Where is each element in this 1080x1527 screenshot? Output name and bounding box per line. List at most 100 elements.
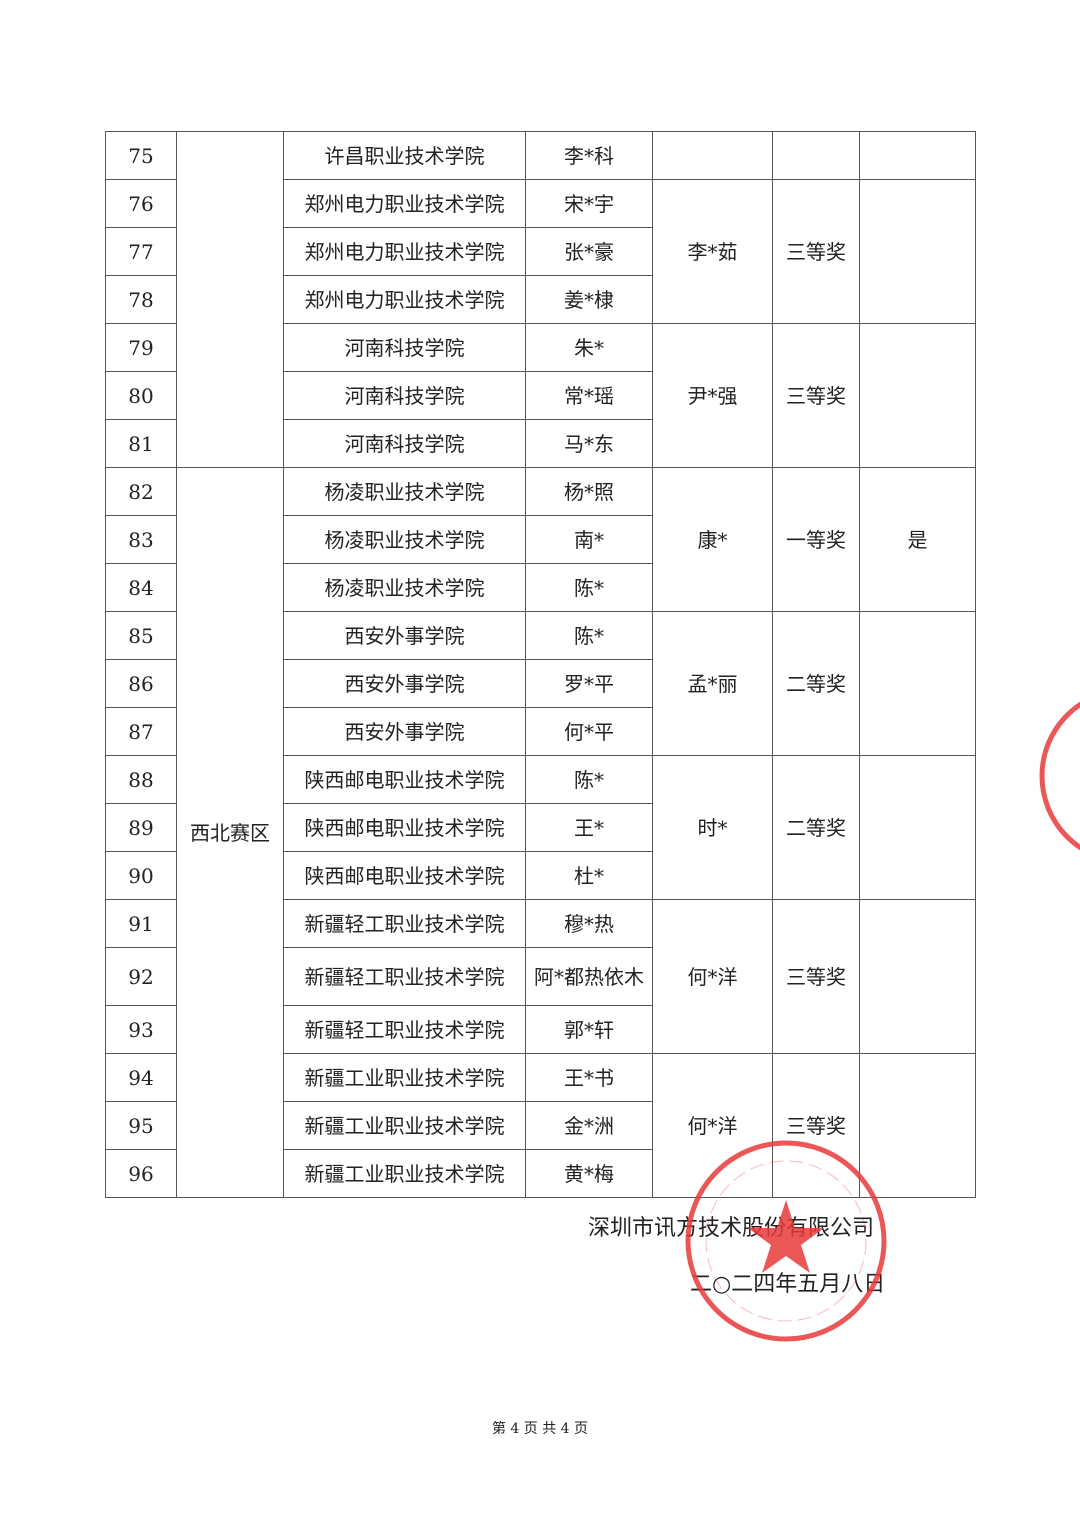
student-cell: 阿*都热依木 <box>525 947 653 1006</box>
school-cell: 河南科技学院 <box>283 371 526 420</box>
school-cell: 西安外事学院 <box>283 659 526 708</box>
award-cell: 三等奖 <box>772 323 860 468</box>
row-number: 86 <box>105 659 177 708</box>
row-number: 79 <box>105 323 177 372</box>
teacher-cell: 何*洋 <box>652 899 773 1054</box>
student-cell: 穆*热 <box>525 899 653 948</box>
extra-cell <box>859 1053 976 1198</box>
row-number: 88 <box>105 755 177 804</box>
row-number: 83 <box>105 515 177 564</box>
row-number: 95 <box>105 1101 177 1150</box>
extra-cell <box>859 899 976 1054</box>
teacher-cell: 孟*丽 <box>652 611 773 756</box>
extra-cell <box>859 611 976 756</box>
student-cell: 何*平 <box>525 707 653 756</box>
row-number: 93 <box>105 1005 177 1054</box>
student-cell: 黄*梅 <box>525 1149 653 1198</box>
school-cell: 陕西邮电职业技术学院 <box>283 755 526 804</box>
school-cell: 杨凌职业技术学院 <box>283 563 526 612</box>
table-row: 75 许昌职业技术学院 李*科 <box>105 131 976 468</box>
teacher-cell: 何*洋 <box>652 1053 773 1198</box>
school-cell: 陕西邮电职业技术学院 <box>283 803 526 852</box>
student-cell: 陈* <box>525 611 653 660</box>
school-cell: 西安外事学院 <box>283 707 526 756</box>
student-cell: 常*瑶 <box>525 371 653 420</box>
row-number: 89 <box>105 803 177 852</box>
row-number: 85 <box>105 611 177 660</box>
awards-table: 75 许昌职业技术学院 李*科 76 郑州电力职业技术学院 宋*宇 李*茹 三等奖 77 郑州电力… <box>105 131 976 1198</box>
award-cell: 二等奖 <box>772 611 860 756</box>
table-row: 89 陕西邮电职业技术学院 王* <box>105 803 976 852</box>
table-row: 84 杨凌职业技术学院 陈* <box>105 563 976 612</box>
award-cell: 三等奖 <box>772 1053 860 1198</box>
award-cell <box>772 131 860 180</box>
row-number: 80 <box>105 371 177 420</box>
table-row: 86 西安外事学院 罗*平 <box>105 659 976 708</box>
school-cell: 新疆工业职业技术学院 <box>283 1053 526 1102</box>
school-cell: 郑州电力职业技术学院 <box>283 179 526 228</box>
table-row: 92 新疆轻工职业技术学院 阿*都热依木 <box>105 947 976 1006</box>
table-row: 87 西安外事学院 何*平 <box>105 707 976 756</box>
company-name: 深圳市讯方技术股份有限公司 <box>588 1216 875 1241</box>
school-cell: 西安外事学院 <box>283 611 526 660</box>
teacher-cell: 时* <box>652 755 773 900</box>
award-cell: 三等奖 <box>772 899 860 1054</box>
signature-date: 二○二四年五月八日 <box>690 1272 886 1297</box>
school-cell: 新疆工业职业技术学院 <box>283 1101 526 1150</box>
student-cell: 李*科 <box>525 131 653 180</box>
student-cell: 张*豪 <box>525 227 653 276</box>
table-row: 94 新疆工业职业技术学院 王*书 何*洋 三等奖 <box>105 1053 976 1198</box>
extra-cell <box>859 179 976 324</box>
partial-seal <box>1039 701 1080 851</box>
student-cell: 杨*照 <box>525 467 653 516</box>
table-row: 88 陕西邮电职业技术学院 陈* 时* 二等奖 <box>105 755 976 900</box>
student-cell: 马*东 <box>525 419 653 468</box>
student-cell: 金*洲 <box>525 1101 653 1150</box>
school-cell: 河南科技学院 <box>283 323 526 372</box>
teacher-cell: 李*茹 <box>652 179 773 324</box>
award-cell: 一等奖 <box>772 467 860 612</box>
school-cell: 许昌职业技术学院 <box>283 131 526 180</box>
table-row: 81 河南科技学院 马*东 <box>105 419 976 468</box>
teacher-cell <box>652 131 773 180</box>
student-cell: 王*书 <box>525 1053 653 1102</box>
extra-cell: 是 <box>859 467 976 612</box>
extra-cell <box>859 323 976 468</box>
student-cell: 朱* <box>525 323 653 372</box>
school-cell: 陕西邮电职业技术学院 <box>283 851 526 900</box>
page-footer: 第 4 页 共 4 页 <box>491 1421 589 1437</box>
student-cell: 陈* <box>525 563 653 612</box>
table-row: 77 郑州电力职业技术学院 张*豪 <box>105 227 976 276</box>
student-cell: 杜* <box>525 851 653 900</box>
student-cell: 姜*棣 <box>525 275 653 324</box>
student-cell: 宋*宇 <box>525 179 653 228</box>
award-cell: 三等奖 <box>772 179 860 324</box>
school-cell: 杨凌职业技术学院 <box>283 515 526 564</box>
table-row: 90 陕西邮电职业技术学院 杜* <box>105 851 976 900</box>
student-cell: 郭*轩 <box>525 1005 653 1054</box>
row-number: 76 <box>105 179 177 228</box>
row-number: 84 <box>105 563 177 612</box>
school-cell: 新疆轻工职业技术学院 <box>283 899 526 948</box>
table-row: 95 新疆工业职业技术学院 金*洲 <box>105 1101 976 1150</box>
region-cell: 西北赛区 <box>176 467 284 1198</box>
region-cell <box>176 131 284 468</box>
teacher-cell: 尹*强 <box>652 323 773 468</box>
student-cell: 陈* <box>525 755 653 804</box>
row-number: 92 <box>105 947 177 1006</box>
table-row: 96 新疆工业职业技术学院 黄*梅 <box>105 1149 976 1198</box>
student-cell: 南* <box>525 515 653 564</box>
row-number: 78 <box>105 275 177 324</box>
row-number: 87 <box>105 707 177 756</box>
school-cell: 郑州电力职业技术学院 <box>283 227 526 276</box>
teacher-cell: 康* <box>652 467 773 612</box>
row-number: 81 <box>105 419 177 468</box>
table-row: 79 河南科技学院 朱* 尹*强 三等奖 <box>105 323 976 468</box>
table-row: 78 郑州电力职业技术学院 姜*棣 <box>105 275 976 324</box>
school-cell: 杨凌职业技术学院 <box>283 467 526 516</box>
row-number: 77 <box>105 227 177 276</box>
student-cell: 王* <box>525 803 653 852</box>
school-cell: 新疆轻工职业技术学院 <box>283 947 526 1006</box>
school-cell: 郑州电力职业技术学院 <box>283 275 526 324</box>
row-number: 90 <box>105 851 177 900</box>
